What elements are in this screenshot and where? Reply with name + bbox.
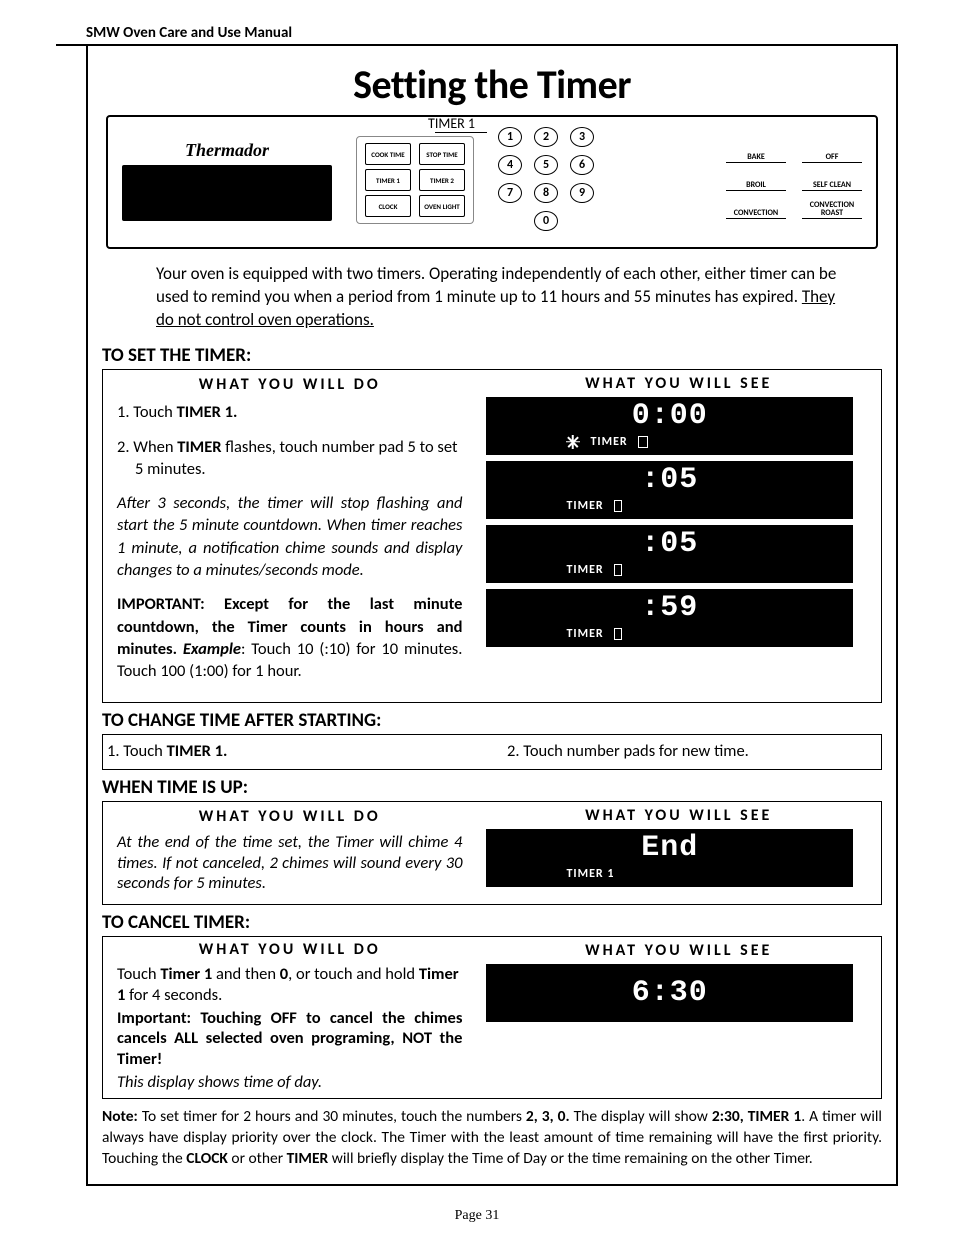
indicator-icon (614, 564, 622, 576)
cancel-line-1: Touch Timer 1 and then 0, or touch and h… (117, 964, 462, 1005)
key-4[interactable]: 4 (498, 155, 522, 175)
btn-broil[interactable]: BROIL (726, 169, 786, 191)
btn-oven-light[interactable]: OVEN LIGHT (419, 195, 465, 217)
indicator-icon (614, 628, 622, 640)
oven-display (122, 165, 332, 221)
key-0[interactable]: 0 (534, 211, 558, 231)
key-5[interactable]: 5 (534, 155, 558, 175)
change-step-2: 2. Touch number pads for new time. (507, 741, 877, 761)
heading-cancel-timer: TO CANCEL TIMER: (102, 911, 882, 934)
page-title: Setting the Timer (102, 60, 882, 109)
display-strip-clock: 6:30 (486, 964, 853, 1022)
block-change-time: 1. Touch TIMER 1. 2. Touch number pads f… (102, 734, 882, 770)
footnote: Note: To set timer for 2 hours and 30 mi… (102, 1107, 882, 1170)
main-frame: Setting the Timer TIMER 1 Thermador COOK… (86, 46, 898, 1186)
page-number: Page 31 (56, 1208, 898, 1224)
btn-timer-2[interactable]: TIMER 2 (419, 169, 465, 191)
key-2[interactable]: 2 (534, 127, 558, 147)
display-strip-4: :59 TIMER (486, 589, 853, 647)
col-head-see: WHAT YOU WILL SEE (476, 374, 881, 393)
time-up-text: At the end of the time set, the Timer wi… (117, 832, 462, 894)
numeric-keypad: 1 2 3 4 5 6 7 8 9 0 (498, 127, 598, 233)
col-head-see: WHAT YOU WILL SEE (476, 941, 881, 960)
cancel-important: Important: Touching OFF to cancel the ch… (117, 1008, 462, 1070)
intro-text: Your oven is equipped with two timers. O… (102, 263, 882, 338)
btn-convection[interactable]: CONVECTION (726, 197, 786, 219)
callout-timer1: TIMER 1 (428, 115, 487, 132)
btn-bake[interactable]: BAKE (726, 141, 786, 163)
step-1: 1. Touch TIMER 1. (117, 401, 462, 423)
manual-header: SMW Oven Care and Use Manual (56, 24, 898, 46)
mode-buttons: BAKE OFF BROIL SELF CLEAN CONVECTION CON… (726, 141, 862, 219)
heading-change-time: TO CHANGE TIME AFTER STARTING: (102, 709, 882, 732)
btn-self-clean[interactable]: SELF CLEAN (802, 169, 862, 191)
display-strip-3: :05 TIMER (486, 525, 853, 583)
block-set-timer: WHAT YOU WILL DO 1. Touch TIMER 1. 2. Wh… (102, 369, 882, 704)
key-1[interactable]: 1 (498, 127, 522, 147)
btn-timer-1[interactable]: TIMER 1 (365, 169, 411, 191)
step-italic: After 3 seconds, the timer will stop fla… (117, 492, 462, 581)
display-strip-2: :05 TIMER (486, 461, 853, 519)
btn-clock[interactable]: CLOCK (365, 195, 411, 217)
display-strip-end: End TIMER 1 (486, 829, 853, 887)
btn-conv-roast[interactable]: CONVECTION ROAST (802, 197, 862, 219)
col-head-do: WHAT YOU WILL DO (117, 374, 462, 396)
heading-set-timer: TO SET THE TIMER: (102, 344, 882, 367)
step-important: IMPORTANT: Except for the last minute co… (117, 593, 462, 682)
col-head-do: WHAT YOU WILL DO (117, 939, 462, 961)
key-7[interactable]: 7 (498, 183, 522, 203)
display-strip-1: 0:00 TIMER (486, 397, 853, 455)
key-6[interactable]: 6 (570, 155, 594, 175)
control-panel: TIMER 1 Thermador COOK TIME STOP TIME TI… (106, 115, 878, 249)
btn-stop-time[interactable]: STOP TIME (419, 143, 465, 165)
flash-icon (566, 435, 580, 449)
indicator-icon (638, 436, 648, 448)
btn-cook-time[interactable]: COOK TIME (365, 143, 411, 165)
block-cancel-timer: WHAT YOU WILL DO Touch Timer 1 and then … (102, 936, 882, 1099)
col-head-do: WHAT YOU WILL DO (117, 806, 462, 828)
btn-off[interactable]: OFF (802, 141, 862, 163)
key-8[interactable]: 8 (534, 183, 558, 203)
change-step-1: 1. Touch TIMER 1. (107, 741, 477, 761)
key-3[interactable]: 3 (570, 127, 594, 147)
cancel-italic: This display shows time of day. (117, 1072, 462, 1093)
step-2: 2. When TIMER flashes, touch number pad … (117, 436, 462, 481)
heading-time-up: WHEN TIME IS UP: (102, 776, 882, 799)
col-head-see: WHAT YOU WILL SEE (476, 806, 881, 825)
key-9[interactable]: 9 (570, 183, 594, 203)
brand-logo: Thermador (122, 140, 332, 161)
indicator-icon (614, 500, 622, 512)
function-buttons: COOK TIME STOP TIME TIMER 1 TIMER 2 CLOC… (356, 136, 474, 224)
block-time-up: WHAT YOU WILL DO At the end of the time … (102, 801, 882, 904)
